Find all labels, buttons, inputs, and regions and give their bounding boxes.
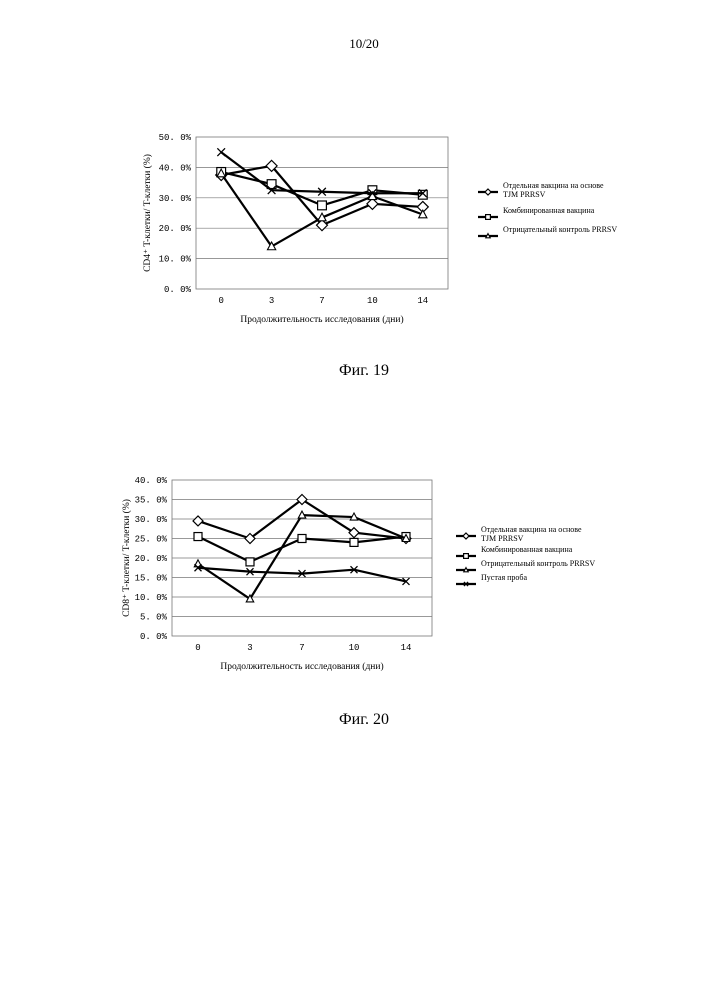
series-3 — [195, 564, 410, 585]
x-tick-label: 14 — [417, 296, 428, 306]
series-2 — [194, 511, 410, 602]
legend-label: Отрицательный контроль PRRSV — [481, 559, 595, 568]
x-tick-label: 3 — [269, 296, 274, 306]
x-tick-label: 10 — [367, 296, 378, 306]
y-tick-label: 25. 0% — [135, 535, 168, 545]
y-tick-label: 30. 0% — [135, 515, 168, 525]
y-tick-label: 0. 0% — [140, 632, 168, 642]
series-line — [198, 515, 406, 599]
data-point — [350, 538, 358, 546]
legend-label: Комбинированная вакцина — [481, 545, 573, 554]
x-tick-label: 7 — [319, 296, 324, 306]
legend-marker — [485, 189, 491, 195]
legend-label: Комбинированная вакцина — [503, 206, 595, 215]
y-tick-label: 10. 0% — [159, 255, 192, 265]
series-line — [221, 172, 423, 205]
data-point — [298, 535, 306, 543]
data-point — [194, 533, 202, 541]
y-axis-label: CD8⁺ T-клетки/ T-клетки (%) — [121, 499, 132, 617]
legend-label: Пустая проба — [481, 573, 528, 582]
chart-fig-19: 0. 0% 10. 0% 20. 0% 30. 0% 40. 0% 50. 0% 0 3 7 10… — [0, 120, 728, 330]
legend-label: Отрицательный контроль PRRSV — [503, 225, 617, 234]
y-tick-label: 5. 0% — [140, 613, 168, 623]
figure-caption-19: Фиг. 19 — [0, 362, 728, 380]
y-tick-label: 10. 0% — [135, 593, 168, 603]
y-tick-label: 30. 0% — [159, 194, 192, 204]
y-tick-label: 15. 0% — [135, 574, 168, 584]
legend-marker — [486, 234, 491, 238]
x-tick-label: 0 — [218, 296, 223, 306]
data-point — [193, 516, 203, 526]
series-3 — [217, 148, 426, 197]
data-point — [418, 190, 427, 199]
data-point — [246, 558, 254, 566]
legend-marker — [464, 554, 469, 559]
legend-label: Отдельная вакцина на основе — [481, 525, 582, 534]
y-tick-label: 40. 0% — [135, 476, 168, 486]
series-line — [221, 152, 423, 193]
chart-fig-20: 0. 0% 5. 0% 10. 0% 15. 0% 20. 0% 25. 0% 30. 0%… — [0, 465, 728, 685]
y-tick-label: 35. 0% — [135, 496, 168, 506]
series-1 — [194, 533, 410, 566]
x-axis-label: Продолжительность исследования (дни) — [220, 661, 383, 672]
page-number: 10/20 — [0, 36, 728, 52]
legend-entry-0: Отдельная вакцина на основеTJM PRRSV — [456, 525, 582, 543]
legend-entry-0: Отдельная вакцина на основеTJM PRRSV — [478, 181, 604, 199]
y-tick-label: 20. 0% — [135, 554, 168, 564]
y-tick-label: 20. 0% — [159, 224, 192, 234]
legend-entry-3: Пустая проба — [456, 573, 528, 586]
x-tick-label: 3 — [247, 643, 252, 653]
y-tick-label: 40. 0% — [159, 163, 192, 173]
legend-marker — [464, 568, 469, 572]
x-tick-label: 0 — [195, 643, 200, 653]
x-axis-label: Продолжительность исследования (дни) — [240, 314, 403, 325]
legend-entry-2: Отрицательный контроль PRRSV — [456, 559, 595, 572]
figure-caption-20: Фиг. 20 — [0, 711, 728, 729]
legend-marker — [486, 215, 491, 220]
x-tick-label: 7 — [299, 643, 304, 653]
legend-label: TJM PRRSV — [481, 534, 524, 543]
y-tick-label: 50. 0% — [159, 133, 192, 143]
legend-label: Отдельная вакцина на основе — [503, 181, 604, 190]
legend-entry-2: Отрицательный контроль PRRSV — [478, 225, 617, 238]
legend-label: TJM PRRSV — [503, 190, 546, 199]
legend-entry-1: Комбинированная вакцина — [478, 206, 595, 219]
data-point — [318, 201, 327, 210]
legend-entry-1: Комбинированная вакцина — [456, 545, 573, 558]
series-line — [198, 568, 406, 582]
legend-marker — [463, 533, 469, 539]
data-point — [217, 148, 225, 156]
y-axis-label: CD4⁺ T-клетки/ T-клетки (%) — [142, 154, 153, 272]
x-tick-label: 14 — [401, 643, 412, 653]
y-tick-label: 0. 0% — [164, 285, 192, 295]
x-tick-label: 10 — [349, 643, 360, 653]
